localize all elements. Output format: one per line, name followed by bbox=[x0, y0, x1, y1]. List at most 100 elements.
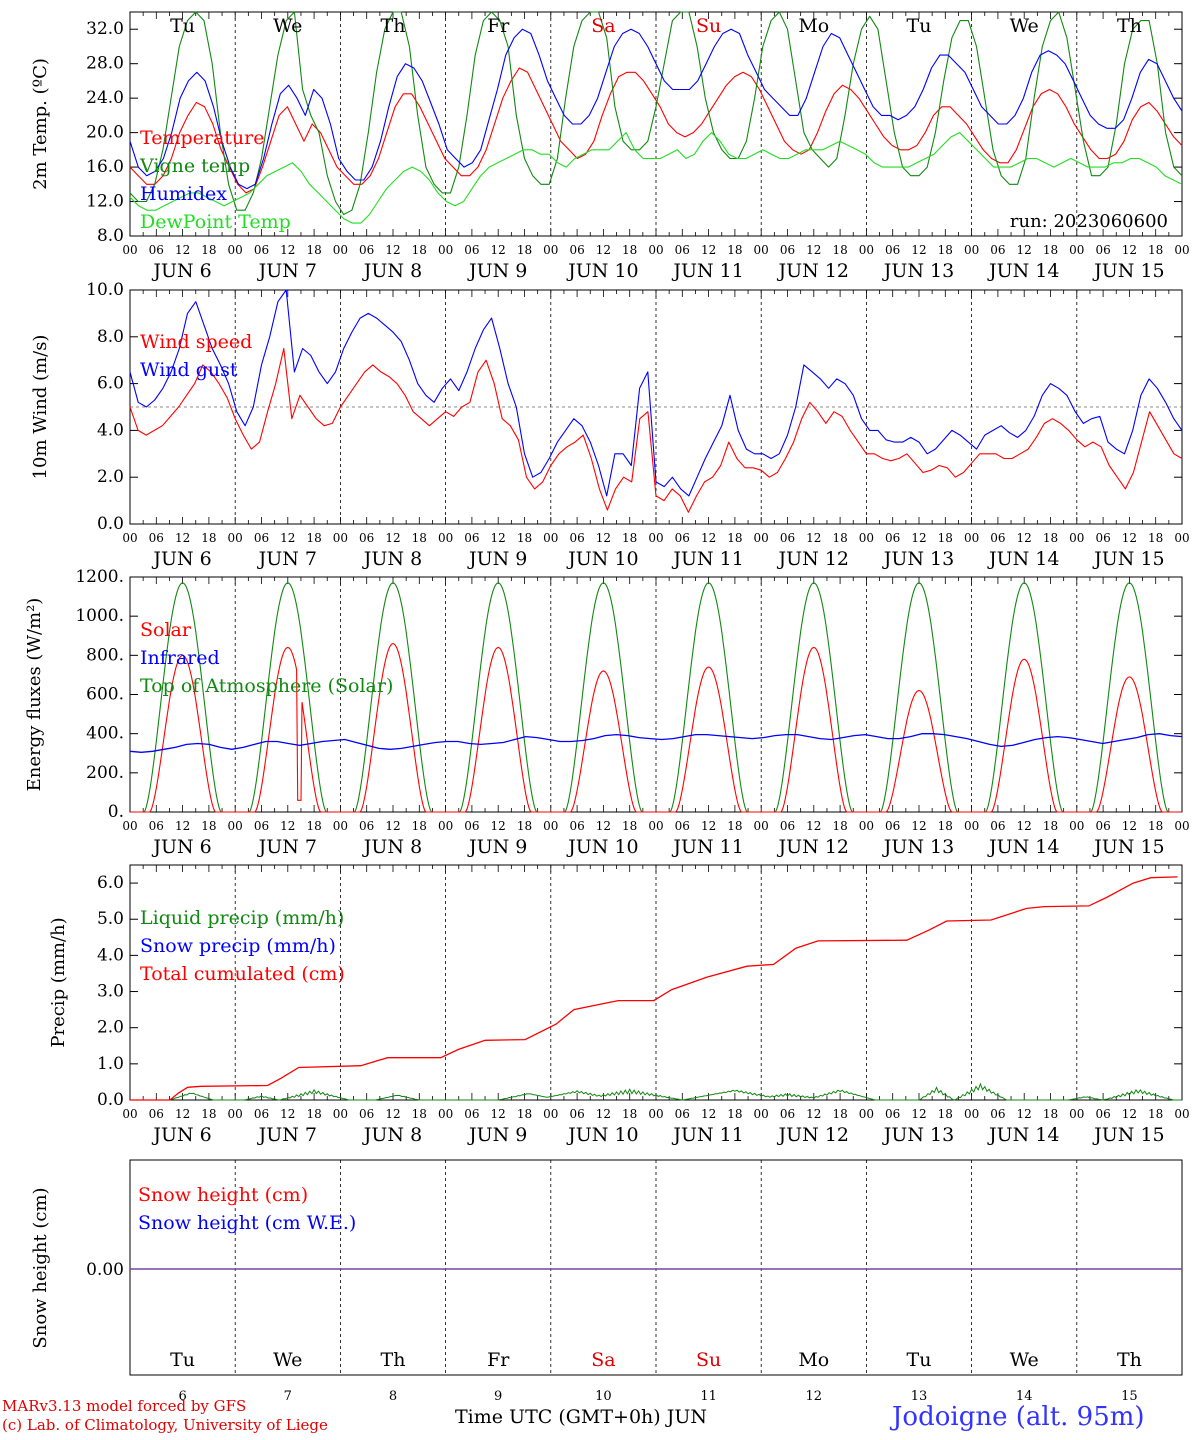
hour-label: 12 bbox=[596, 243, 611, 257]
y-tick-label: 4.0 bbox=[97, 420, 124, 440]
series-line-temperature bbox=[129, 67, 1183, 194]
series-line-humidex bbox=[129, 28, 1183, 190]
hour-label: 12 bbox=[175, 531, 190, 545]
hour-label: 06 bbox=[569, 1107, 584, 1121]
hour-label: 06 bbox=[569, 531, 584, 545]
hour-label: 06 bbox=[780, 243, 795, 257]
y-tick-label: 6.0 bbox=[97, 374, 124, 394]
y-tick-label: 12.0 bbox=[86, 192, 124, 212]
hour-label: 12 bbox=[175, 1107, 190, 1121]
hour-label: 18 bbox=[412, 1107, 427, 1121]
weekday-label: Tu bbox=[907, 1349, 932, 1371]
hour-label: 18 bbox=[938, 243, 953, 257]
hour-label: 06 bbox=[464, 819, 479, 833]
model-label: MARv3.13 model forced by GFS bbox=[2, 1397, 247, 1415]
hour-label: 00 bbox=[122, 531, 137, 545]
date-label: JUN 14 bbox=[987, 1124, 1059, 1146]
series-line-infrared bbox=[129, 733, 1183, 753]
hour-label: 00 bbox=[1069, 243, 1084, 257]
date-label: JUN 13 bbox=[882, 260, 954, 282]
hour-label: 18 bbox=[1043, 531, 1058, 545]
hour-label: 00 bbox=[438, 1107, 453, 1121]
hour-label: 12 bbox=[280, 1107, 295, 1121]
hour-label: 06 bbox=[254, 819, 269, 833]
date-label: JUN 6 bbox=[151, 1124, 211, 1146]
hour-label: 06 bbox=[569, 243, 584, 257]
hour-label: 06 bbox=[359, 819, 374, 833]
panel-2: 00 06 12 18 00 06 12 18 00 06 12 18 00 06 12 18 00 06 12 18… bbox=[30, 280, 1190, 570]
hour-label: 12 bbox=[701, 819, 716, 833]
hour-label: 12 bbox=[385, 1107, 400, 1121]
day-number-label: 13 bbox=[911, 1389, 928, 1404]
hour-label: 12 bbox=[385, 531, 400, 545]
series-line-liquid-precip bbox=[130, 1082, 1182, 1101]
hour-label: 00 bbox=[228, 243, 243, 257]
date-label: JUN 14 bbox=[987, 260, 1059, 282]
y-axis-label: Energy fluxes (W/m²) bbox=[24, 598, 45, 792]
hour-label: 12 bbox=[1017, 819, 1032, 833]
hour-label: 18 bbox=[1148, 243, 1163, 257]
hour-label: 12 bbox=[806, 531, 821, 545]
hour-label: 12 bbox=[701, 1107, 716, 1121]
hour-label: 18 bbox=[622, 531, 637, 545]
hour-label: 06 bbox=[464, 243, 479, 257]
hour-label: 18 bbox=[306, 243, 321, 257]
hour-label: 00 bbox=[333, 1107, 348, 1121]
hour-label: 00 bbox=[333, 819, 348, 833]
hour-label: 06 bbox=[885, 819, 900, 833]
hour-label: 18 bbox=[727, 243, 742, 257]
hour-label: 06 bbox=[990, 819, 1005, 833]
hour-label: 00 bbox=[964, 243, 979, 257]
date-label: JUN 9 bbox=[467, 836, 527, 858]
hour-label: 06 bbox=[1095, 531, 1110, 545]
date-label: JUN 15 bbox=[1092, 836, 1164, 858]
hour-label: 06 bbox=[149, 819, 164, 833]
y-axis-label: Precip (mm/h) bbox=[48, 917, 69, 1047]
y-tick-label: 16.0 bbox=[86, 157, 124, 177]
y-tick-label: 0. bbox=[108, 802, 124, 822]
hour-label: 18 bbox=[938, 531, 953, 545]
hour-label: 06 bbox=[254, 531, 269, 545]
y-tick-label: 600. bbox=[86, 685, 124, 705]
date-label: JUN 10 bbox=[566, 548, 638, 570]
hour-label: 18 bbox=[201, 531, 216, 545]
y-tick-label: 4.0 bbox=[97, 945, 124, 965]
y-axis-label: 10m Wind (m/s) bbox=[30, 335, 51, 480]
legend-entry: Total cumulated (cm) bbox=[140, 963, 345, 985]
date-label: JUN 9 bbox=[467, 548, 527, 570]
hour-label: 12 bbox=[1122, 1107, 1137, 1121]
weekday-label: Sa bbox=[591, 15, 615, 37]
y-tick-label: 8.0 bbox=[97, 226, 124, 246]
hour-label: 12 bbox=[1122, 531, 1137, 545]
hour-label: 00 bbox=[964, 1107, 979, 1121]
series-line-wind-speed bbox=[129, 347, 1183, 513]
date-label: JUN 7 bbox=[257, 1124, 317, 1146]
hour-label: 18 bbox=[832, 243, 847, 257]
date-label: JUN 12 bbox=[777, 548, 849, 570]
hour-label: 00 bbox=[228, 531, 243, 545]
hour-label: 06 bbox=[359, 531, 374, 545]
hour-label: 00 bbox=[648, 531, 663, 545]
date-label: JUN 15 bbox=[1092, 260, 1164, 282]
hour-label: 12 bbox=[806, 1107, 821, 1121]
legend-entry: Top of Atmosphere (Solar) bbox=[140, 675, 393, 697]
hour-label: 06 bbox=[464, 1107, 479, 1121]
hour-label: 18 bbox=[1148, 531, 1163, 545]
hour-label: 18 bbox=[306, 531, 321, 545]
y-tick-label: 20.0 bbox=[86, 123, 124, 143]
y-tick-label: 200. bbox=[86, 763, 124, 783]
legend-entry: Snow height (cm W.E.) bbox=[138, 1212, 356, 1234]
hour-label: 00 bbox=[648, 243, 663, 257]
hour-label: 06 bbox=[885, 1107, 900, 1121]
y-tick-label: 800. bbox=[86, 645, 124, 665]
hour-label: 06 bbox=[359, 1107, 374, 1121]
weekday-label: Mo bbox=[798, 15, 829, 37]
day-number-label: 15 bbox=[1121, 1389, 1138, 1404]
hour-label: 18 bbox=[517, 531, 532, 545]
legend-entry: Snow height (cm) bbox=[138, 1184, 308, 1206]
hour-label: 00 bbox=[122, 243, 137, 257]
hour-label: 06 bbox=[254, 243, 269, 257]
hour-label: 06 bbox=[990, 531, 1005, 545]
x-axis-label: Time UTC (GMT+0h) bbox=[455, 1406, 661, 1428]
y-tick-label: 28.0 bbox=[86, 54, 124, 74]
